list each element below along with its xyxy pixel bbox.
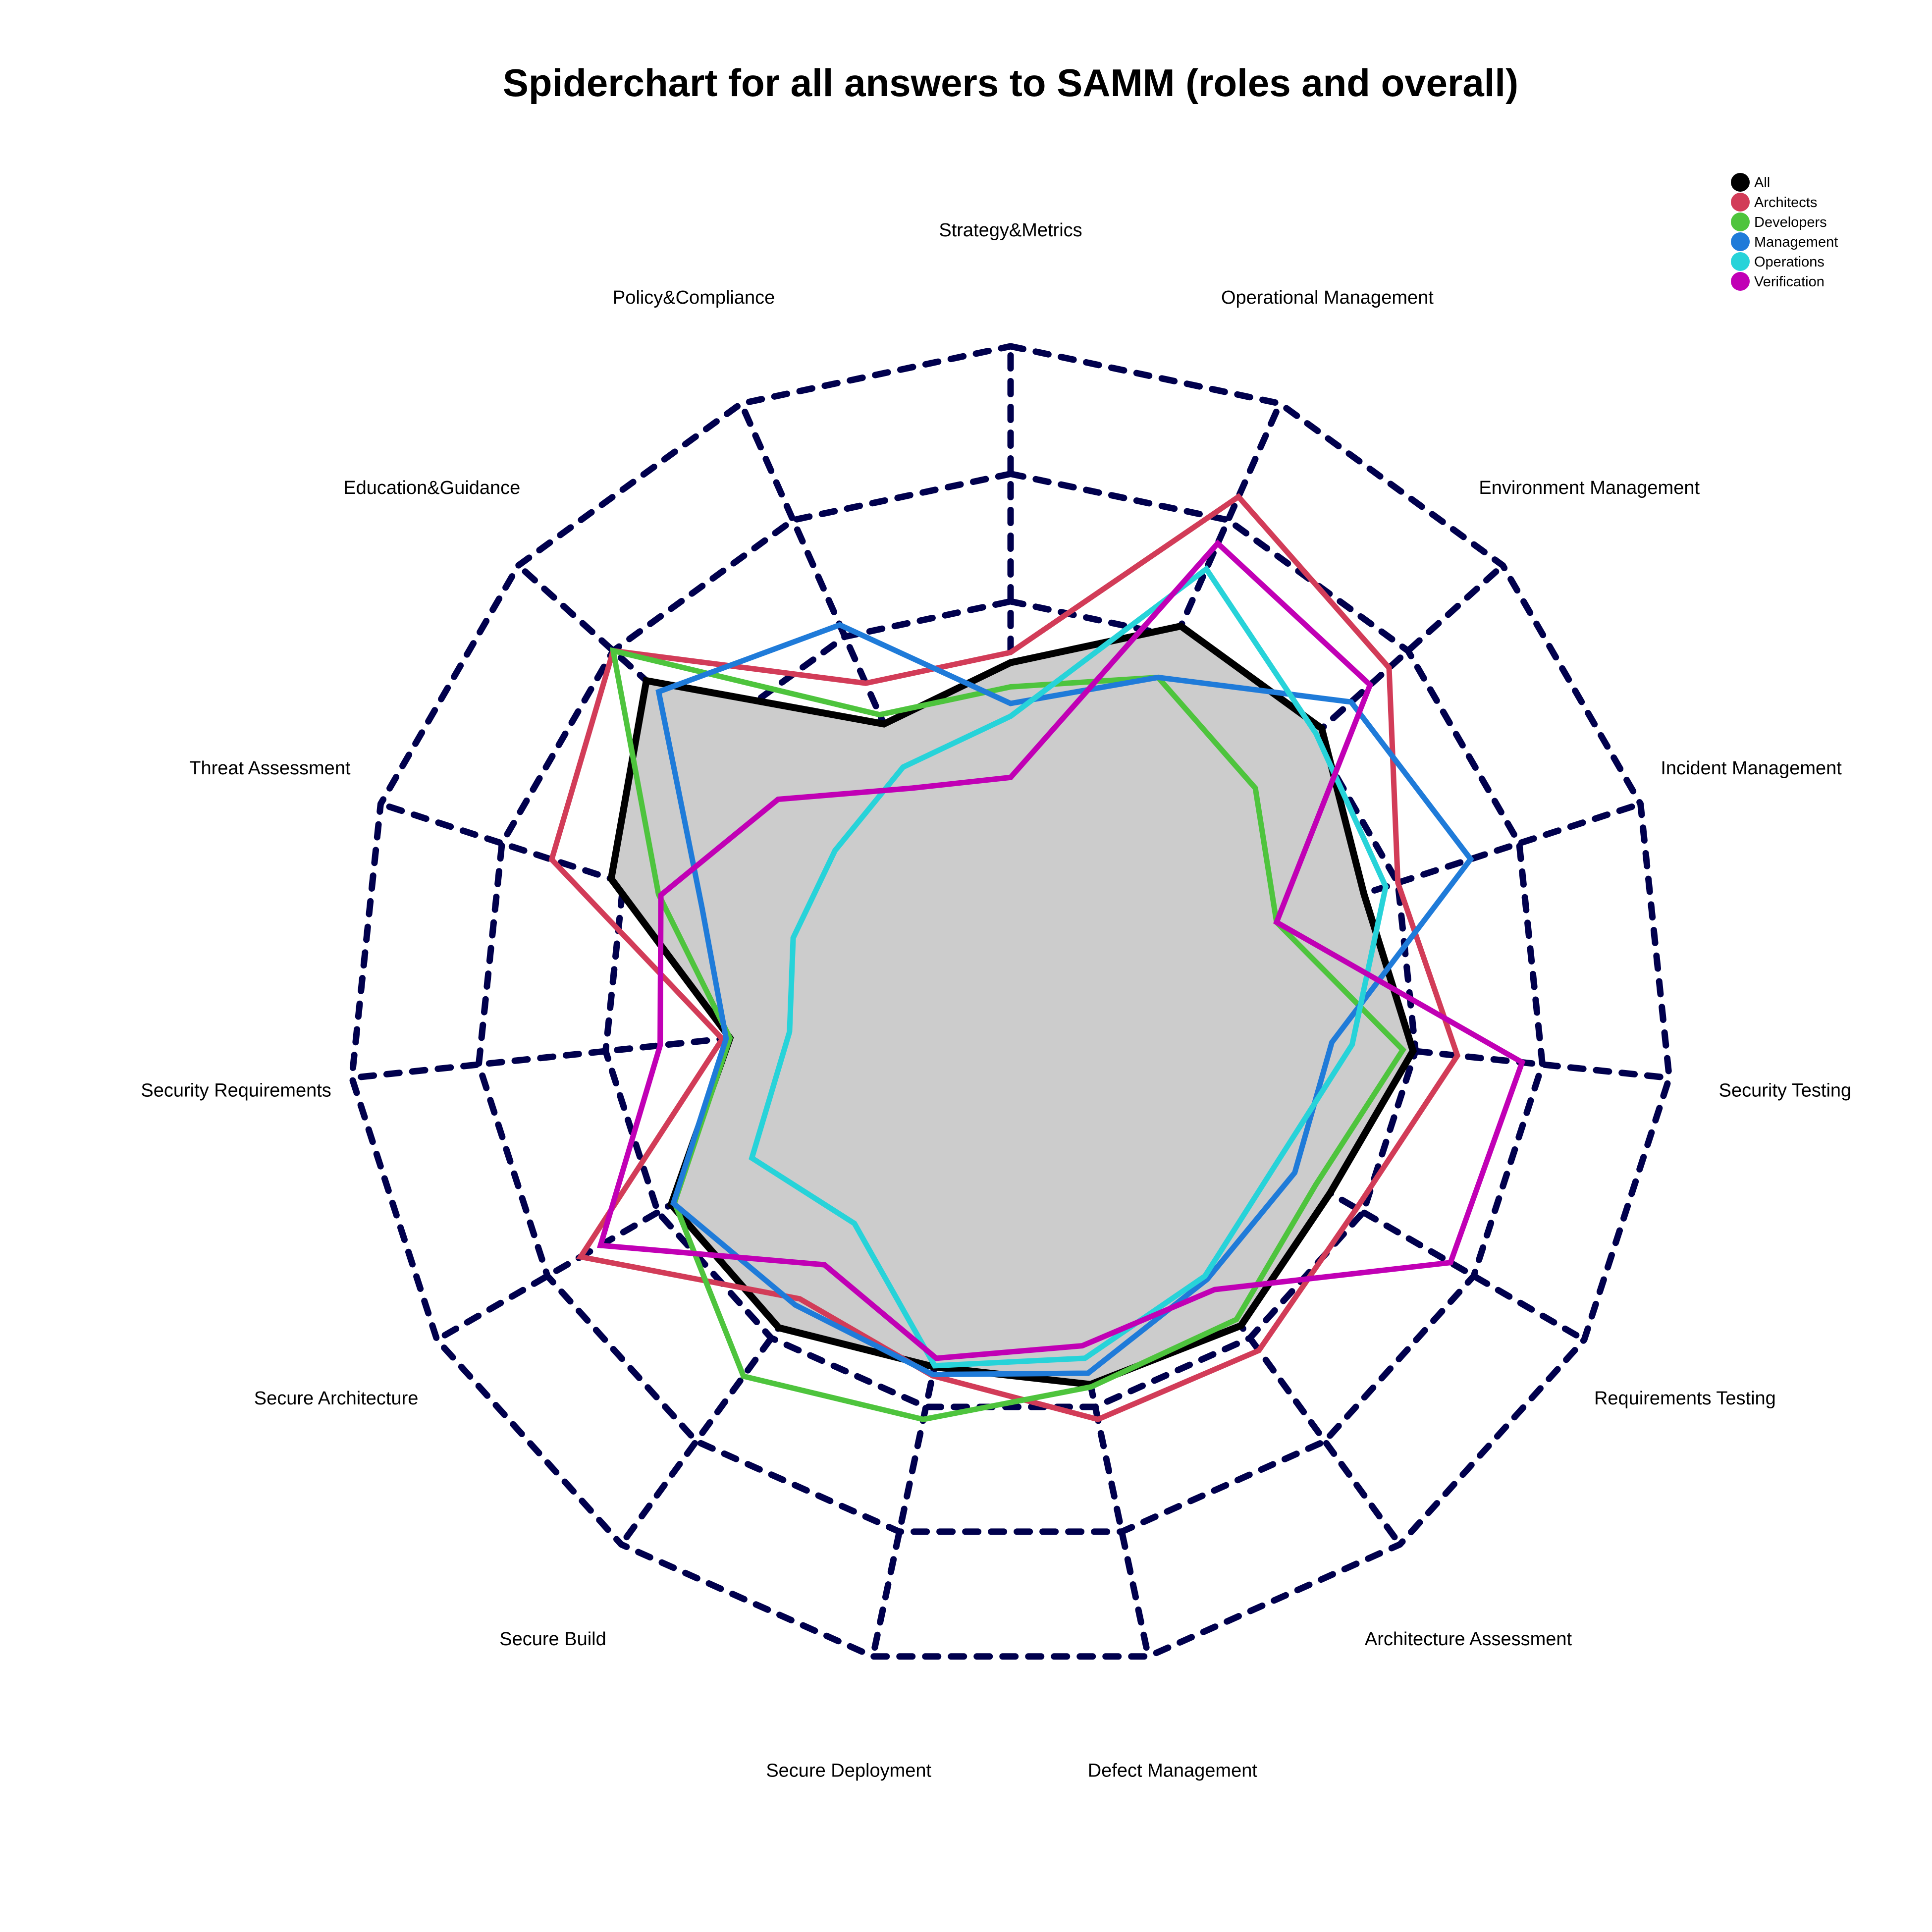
grid-spoke	[738, 400, 900, 756]
axis-label: Environment Management	[1479, 478, 1700, 498]
legend-label-architects: Architects	[1754, 195, 1817, 211]
series-line-architects	[548, 493, 1461, 1423]
chart-title: Spiderchart for all answers to SAMM (rol…	[503, 61, 1518, 105]
legend-label-all: All	[1754, 175, 1770, 191]
grid-spoke	[348, 1034, 736, 1081]
series-layer	[548, 493, 1526, 1423]
grid-ring-4	[348, 343, 1673, 1660]
series-line-verification	[596, 539, 1526, 1361]
axis-label: Secure Architecture	[254, 1388, 419, 1409]
legend-marker-developers	[1731, 213, 1750, 231]
axis-label: Threat Assessment	[189, 758, 351, 779]
axis-label: Policy&Compliance	[613, 287, 775, 308]
axis-label: Security Requirements	[141, 1080, 331, 1101]
axis-label: Requirements Testing	[1594, 1388, 1776, 1409]
series-line-all	[607, 622, 1417, 1388]
legend-marker-all	[1731, 173, 1750, 192]
legend-label-developers: Developers	[1754, 215, 1827, 230]
axis-label: Secure Deployment	[766, 1761, 931, 1781]
axis-label: Secure Build	[499, 1629, 606, 1650]
axis-label: Incident Management	[1661, 758, 1842, 779]
series-line-operations	[749, 565, 1389, 1369]
legend-marker-architects	[1731, 193, 1750, 212]
legend-marker-verification	[1731, 272, 1750, 291]
legend-label-verification: Verification	[1754, 274, 1825, 290]
legend: All Architects Developers Management Operati…	[1731, 173, 1838, 291]
axis-label: Education&Guidance	[343, 478, 520, 498]
legend-marker-operations	[1731, 252, 1750, 271]
legend-label-management: Management	[1754, 234, 1838, 250]
grid-ring-3	[475, 471, 1546, 1535]
axis-label: Architecture Assessment	[1365, 1629, 1572, 1650]
axis-label: Defect Management	[1088, 1761, 1258, 1781]
series-line-management	[655, 622, 1474, 1378]
legend-marker-management	[1731, 232, 1750, 251]
axis-label: Strategy&Metrics	[939, 220, 1082, 241]
axis-label: Security Testing	[1719, 1080, 1852, 1101]
radar-grid	[348, 343, 1673, 1660]
legend-label-operations: Operations	[1754, 254, 1825, 270]
axis-label: Operational Management	[1221, 287, 1434, 308]
series-line-developers	[609, 647, 1406, 1422]
axis-labels: Strategy&Metrics Operational Management En…	[141, 220, 1851, 1781]
